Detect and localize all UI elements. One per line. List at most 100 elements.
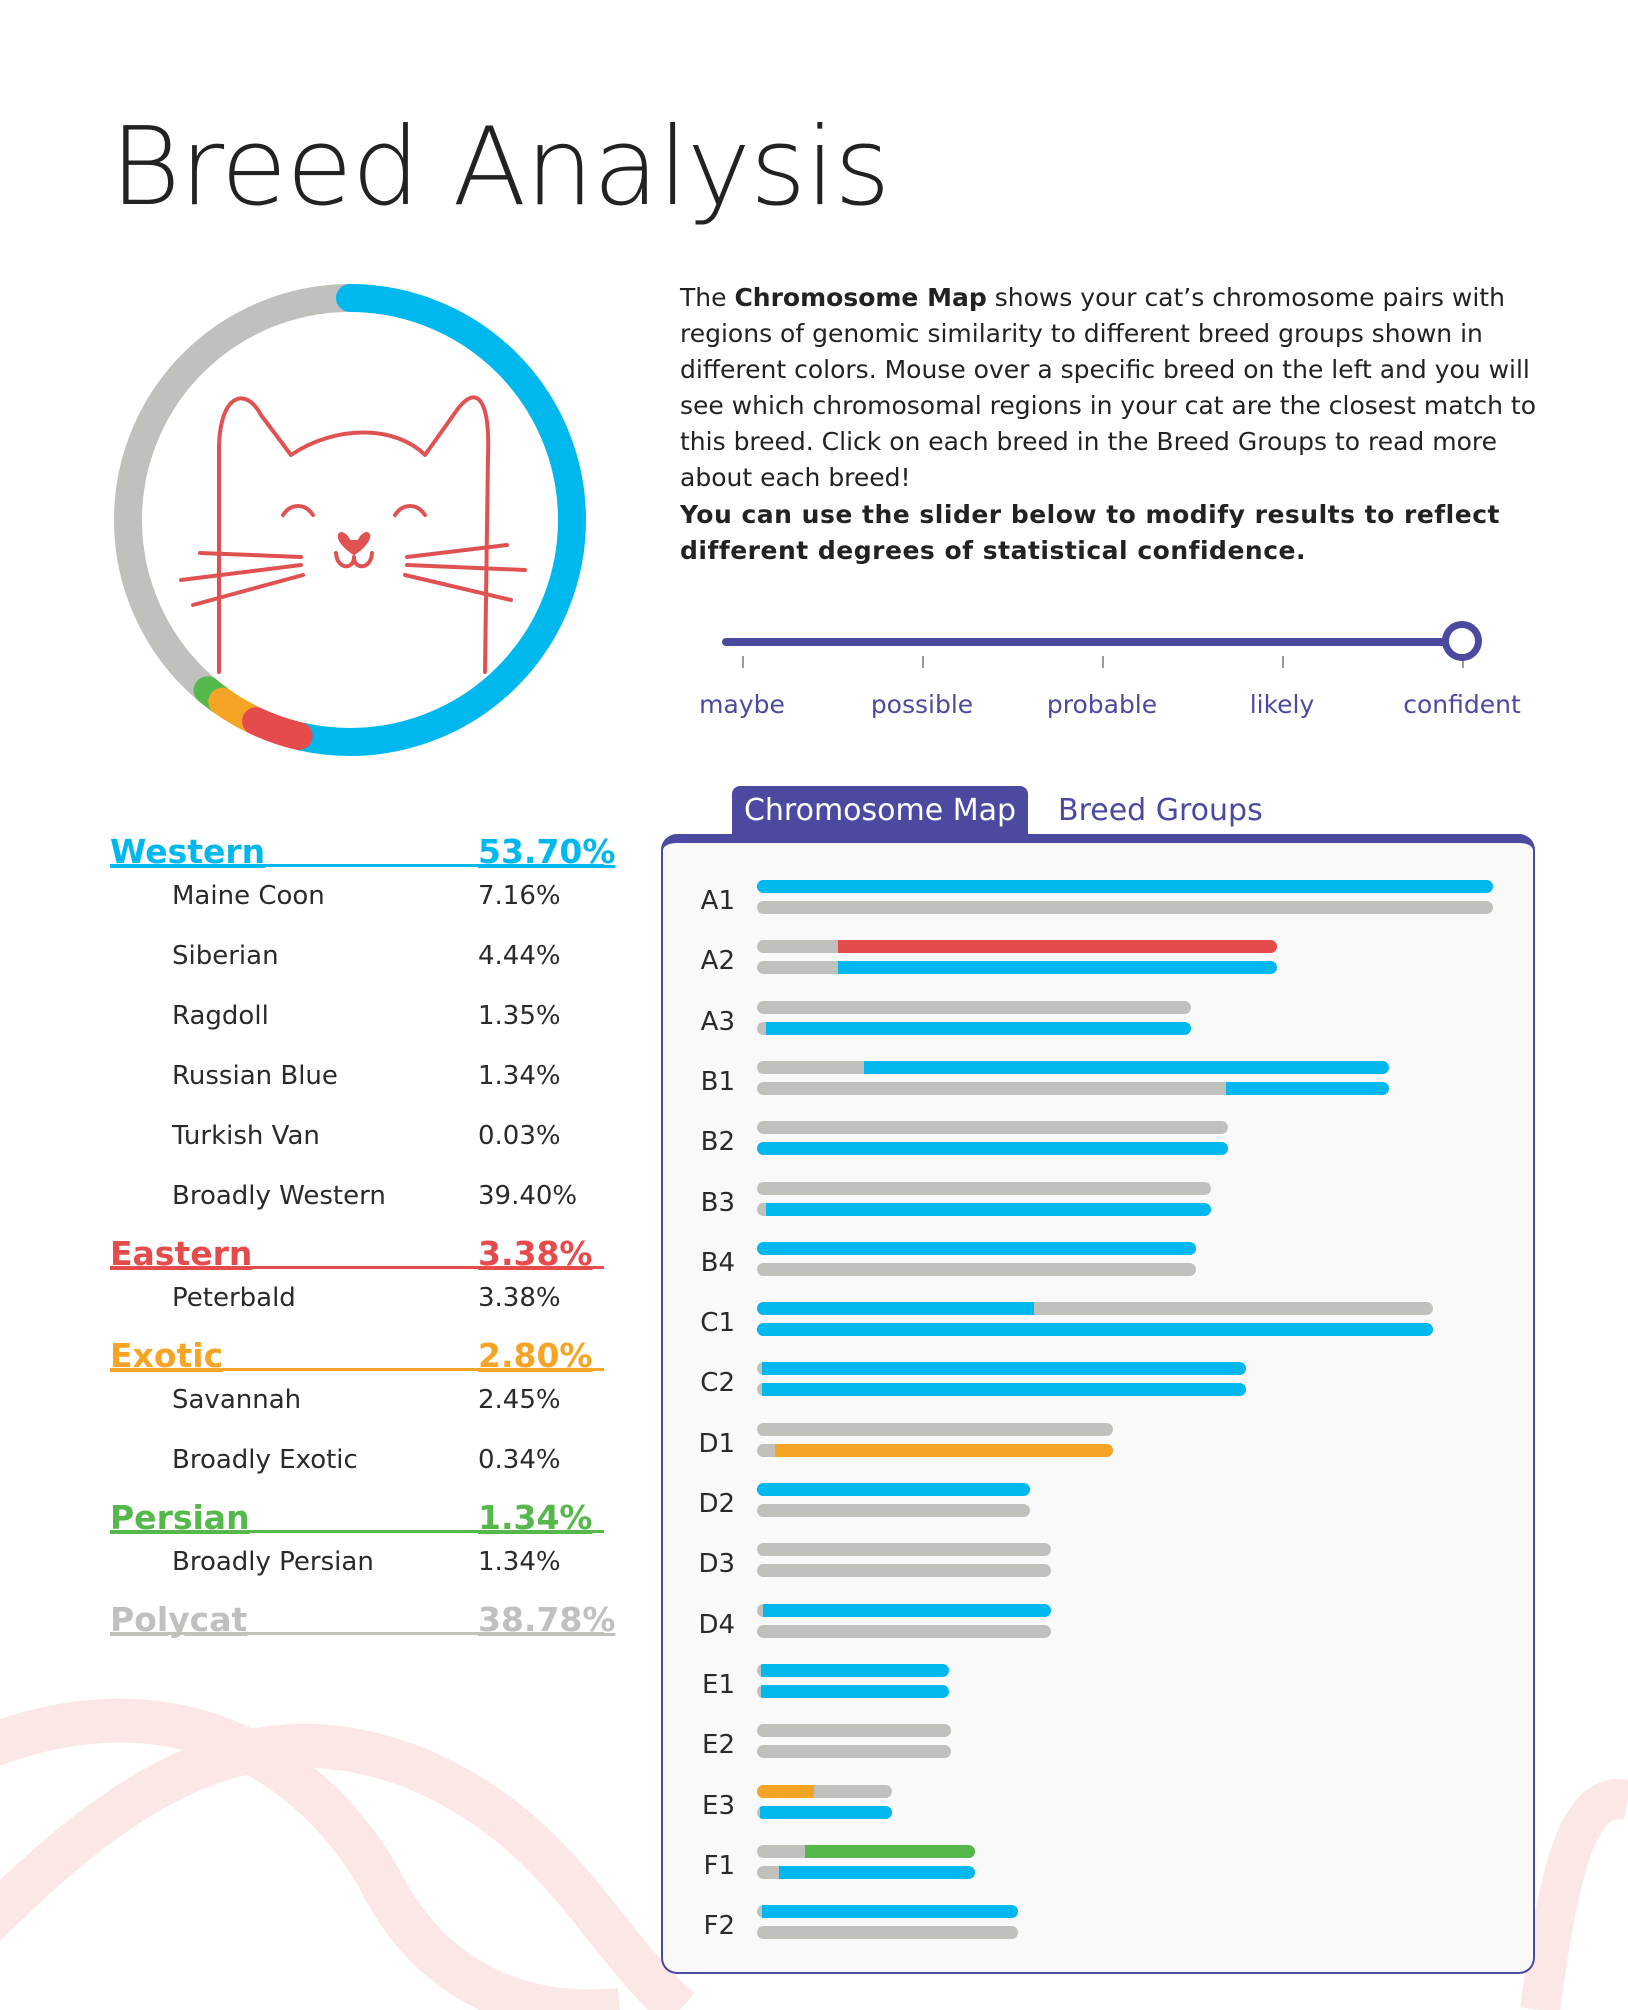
chromosome-strand[interactable]: [757, 1081, 1390, 1095]
chromosome-row-a2[interactable]: A2: [663, 940, 1533, 980]
confidence-slider[interactable]: maybe possible probable likely confident: [680, 620, 1560, 730]
chromosome-row-d4[interactable]: D4: [663, 1603, 1533, 1644]
breed-row[interactable]: Ragdoll 1.35%: [110, 987, 604, 1047]
chromosome-map-panel: A1 A2 A3 B1 B2 B3 B4 C1 C2 D1 D2 D3 D4 E1 E2 E3 F1 F2: [661, 834, 1535, 1974]
chromosome-strand[interactable]: [757, 940, 1278, 954]
chromosome-row-c2[interactable]: C2: [663, 1362, 1533, 1402]
chromosome-strand[interactable]: [757, 1262, 1196, 1276]
chromosome-strand[interactable]: [757, 1684, 950, 1698]
chromosome-row-c1[interactable]: C1: [663, 1302, 1533, 1342]
chromosome-strand[interactable]: [757, 1844, 975, 1858]
chromosome-label: A2: [700, 946, 735, 977]
chromosome-row-e2[interactable]: E2: [663, 1724, 1533, 1764]
chromosome-strand[interactable]: [757, 1060, 1390, 1074]
chromosome-strand[interactable]: [757, 1422, 1114, 1436]
breed-row[interactable]: Peterbald 3.38%: [110, 1269, 604, 1329]
breed-group-name[interactable]: Eastern: [110, 1234, 253, 1273]
chromosome-strand[interactable]: [757, 1564, 1051, 1578]
breed-row[interactable]: Savannah 2.45%: [110, 1371, 604, 1431]
slider-handle[interactable]: [1442, 621, 1482, 661]
chromosome-label: A3: [700, 1006, 735, 1037]
chromosome-segment-western: [765, 1021, 1192, 1035]
chromosome-strand[interactable]: [757, 1603, 1051, 1617]
breed-row[interactable]: Broadly Western 39.40%: [110, 1167, 604, 1227]
tab-breed-groups[interactable]: Breed Groups: [1058, 793, 1263, 828]
chromosome-strand[interactable]: [757, 1241, 1196, 1255]
chromosome-segment-western: [757, 1302, 1035, 1316]
chromosome-strand[interactable]: [757, 1745, 952, 1759]
breed-group-polycat[interactable]: Polycat 38.78%: [110, 1601, 615, 1639]
chromosome-label: F2: [703, 1911, 736, 1942]
breed-group-persian[interactable]: Persian 1.34%: [110, 1499, 604, 1537]
breed-group-name[interactable]: Western: [110, 832, 266, 871]
slider-label-maybe[interactable]: maybe: [699, 690, 785, 719]
chromosome-strand[interactable]: [757, 961, 1278, 975]
breed-percent: 1.35%: [478, 1001, 561, 1031]
slider-label-likely[interactable]: likely: [1249, 690, 1315, 719]
chromosome-label: D2: [698, 1489, 735, 1519]
breed-row[interactable]: Turkish Van 0.03%: [110, 1107, 604, 1167]
chromosome-row-d1[interactable]: D1: [663, 1422, 1533, 1463]
slider-label-possible[interactable]: possible: [870, 690, 974, 719]
slider-tick: [1102, 656, 1104, 668]
chromosome-strand[interactable]: [757, 1443, 1114, 1457]
slider-label-probable[interactable]: probable: [1046, 690, 1158, 719]
chromosome-row-b2[interactable]: B2: [663, 1121, 1533, 1161]
chromosome-strand[interactable]: [757, 880, 1493, 893]
chromosome-strand[interactable]: [757, 1724, 952, 1738]
chromosome-strand[interactable]: [757, 1805, 893, 1819]
breed-group-name[interactable]: Polycat: [110, 1600, 248, 1639]
chromosome-strand[interactable]: [757, 1905, 1018, 1919]
chromosome-row-f1[interactable]: F1: [663, 1844, 1533, 1885]
chromosome-strand[interactable]: [757, 1483, 1031, 1496]
chromosome-strand[interactable]: [757, 1302, 1433, 1316]
chromosome-strand[interactable]: [757, 1121, 1229, 1135]
chromosome-strand[interactable]: [757, 1323, 1433, 1337]
breed-row[interactable]: Broadly Persian 1.34%: [110, 1533, 604, 1593]
chromosome-segment-western: [1226, 1081, 1390, 1095]
breed-group-name[interactable]: Exotic: [110, 1336, 224, 1375]
chromosome-strand[interactable]: [757, 1926, 1018, 1940]
chromosome-strand[interactable]: [757, 1504, 1031, 1517]
breed-group-name[interactable]: Persian: [110, 1498, 250, 1537]
chromosome-row-d3[interactable]: D3: [663, 1543, 1533, 1583]
breed-group-eastern[interactable]: Eastern 3.38%: [110, 1235, 604, 1273]
chromosome-strand[interactable]: [757, 1383, 1246, 1397]
chromosome-strand[interactable]: [757, 1543, 1051, 1557]
chromosome-row-a3[interactable]: A3: [663, 1000, 1533, 1041]
chromosome-segment-western: [757, 1483, 1031, 1496]
slider-track[interactable]: [722, 638, 1462, 646]
chromosome-row-b1[interactable]: B1: [663, 1060, 1533, 1101]
breed-row[interactable]: Russian Blue 1.34%: [110, 1047, 604, 1107]
chromosome-row-d2[interactable]: D2: [663, 1483, 1533, 1523]
chromosome-strand[interactable]: [757, 1181, 1212, 1195]
chromosome-row-b4[interactable]: B4: [663, 1241, 1533, 1282]
breed-name: Turkish Van: [172, 1121, 320, 1151]
breed-group-western[interactable]: Western 53.70%: [110, 833, 615, 871]
chromosome-strand[interactable]: [757, 1362, 1246, 1376]
chromosome-strand[interactable]: [757, 901, 1493, 914]
chromosome-row-b3[interactable]: B3: [663, 1181, 1533, 1222]
chromosome-strand[interactable]: [757, 1142, 1229, 1156]
chromosome-strand[interactable]: [757, 1865, 975, 1879]
chromosome-strand[interactable]: [757, 1000, 1192, 1014]
chromosome-strand[interactable]: [757, 1784, 893, 1798]
chromosome-strand[interactable]: [757, 1202, 1212, 1216]
tab-chromosome-map[interactable]: Chromosome Map: [732, 786, 1028, 836]
breed-row[interactable]: Maine Coon 7.16%: [110, 867, 604, 927]
breed-row[interactable]: Siberian 4.44%: [110, 927, 604, 987]
chromosome-strand[interactable]: [757, 1624, 1051, 1638]
slider-label-confident[interactable]: confident: [1403, 690, 1521, 719]
chromosome-row-f2[interactable]: F2: [663, 1905, 1533, 1945]
breed-row[interactable]: Broadly Exotic 0.34%: [110, 1431, 604, 1491]
slider-instruction: You can use the slider below to modify r…: [680, 500, 1500, 565]
donut-segment-western[interactable]: [114, 284, 586, 756]
breed-group-exotic[interactable]: Exotic 2.80%: [110, 1337, 604, 1375]
breed-name: Siberian: [172, 941, 279, 971]
cat-face-icon: [179, 395, 527, 674]
chromosome-row-a1[interactable]: A1: [663, 880, 1533, 920]
chromosome-strand[interactable]: [757, 1021, 1192, 1035]
chromosome-strand[interactable]: [757, 1663, 950, 1677]
chromosome-row-e1[interactable]: E1: [663, 1663, 1533, 1704]
chromosome-row-e3[interactable]: E3: [663, 1784, 1533, 1825]
